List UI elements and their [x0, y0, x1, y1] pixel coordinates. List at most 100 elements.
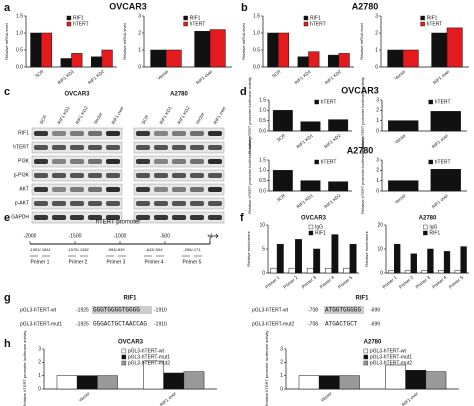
- blot-band: [52, 145, 66, 150]
- blot-band: [70, 215, 84, 220]
- legend-label: RIF1: [190, 15, 201, 21]
- y-tick-label: 0.0: [259, 128, 266, 134]
- bar: [40, 32, 53, 68]
- bar: [431, 32, 448, 68]
- bar: [454, 270, 461, 274]
- legend-swatch: [363, 360, 369, 366]
- chart-title: OVCAR3: [118, 340, 144, 346]
- panel-label: e: [4, 212, 10, 224]
- blot-band: [136, 145, 150, 150]
- blot-band: [136, 215, 150, 220]
- bar: [405, 370, 427, 390]
- legend-swatch: [183, 15, 188, 21]
- seq-end: -1910: [154, 307, 167, 313]
- legend-swatch: [363, 354, 369, 360]
- blot-band: [88, 215, 102, 220]
- blot-band: [172, 145, 186, 150]
- y-tick-label: 2: [376, 168, 379, 174]
- x-tick-label: Vector: [394, 193, 407, 205]
- blot-band: [52, 215, 66, 220]
- y-tick-label: 0.0: [259, 188, 266, 194]
- seq-end: -699: [370, 321, 380, 327]
- y-axis-label: Relative mRNA level: [122, 23, 127, 60]
- sequence: ATGGTGGGGG: [325, 307, 361, 314]
- y-axis-label: Relative hTERT promoter luciferase activ…: [360, 77, 365, 154]
- bar: [272, 170, 293, 192]
- bar: [328, 181, 349, 192]
- bar: [421, 270, 428, 274]
- y-tick-label: 1: [375, 47, 378, 53]
- position-label: -500: [160, 233, 170, 239]
- legend-swatch: [423, 224, 428, 230]
- legend-swatch: [428, 159, 433, 165]
- blot-band: [70, 159, 84, 164]
- bar: [388, 120, 419, 132]
- blot-band: [88, 173, 102, 178]
- blot-band: [172, 131, 186, 136]
- legend-swatch: [308, 230, 314, 236]
- bar: [277, 32, 290, 68]
- bar: [56, 375, 78, 390]
- legend-label: hTERT: [190, 21, 206, 27]
- x-tick-label: RIF1 over: [159, 391, 178, 406]
- blot-band: [52, 187, 66, 192]
- legend-swatch: [121, 354, 127, 360]
- x-tick-label: Primer 2: [398, 275, 415, 290]
- blot-title: OVCAR3: [64, 92, 90, 98]
- bar: [163, 372, 185, 390]
- diagram-title: hTERT promoter: [96, 220, 140, 226]
- row-label: hTERT: [13, 144, 29, 150]
- blot-band: [208, 201, 222, 206]
- bar: [460, 246, 467, 274]
- x-tick-label: Primer 3: [415, 275, 432, 290]
- sequence: ATGACTGCT: [325, 321, 358, 328]
- blot-band: [208, 159, 222, 164]
- y-tick-label: 0.5: [259, 118, 266, 124]
- construct-name: pGL3-hTERT-wt: [20, 307, 57, 313]
- bar: [300, 180, 321, 192]
- row-label: p-PI3K: [14, 172, 30, 178]
- panel-label: g: [4, 292, 11, 304]
- panel-label: c: [4, 86, 10, 98]
- legend-swatch: [121, 348, 127, 354]
- legend-swatch: [420, 15, 425, 21]
- primer-range: -993/-839: [107, 247, 125, 252]
- blot-band: [106, 131, 120, 136]
- x-tick-label: SCR: [276, 192, 287, 202]
- bar: [387, 49, 404, 68]
- x-tick-label: Primer 5: [337, 275, 354, 290]
- panel-label: h: [4, 338, 11, 350]
- legend-swatch: [66, 15, 72, 21]
- bar: [388, 270, 395, 274]
- y-tick-label: 0.5: [253, 47, 260, 53]
- y-axis-label: Relative enrichment: [246, 230, 251, 266]
- bar: [272, 110, 293, 132]
- y-tick-label: 5: [262, 246, 265, 252]
- row-label: PI3K: [18, 158, 30, 164]
- seq-start: -708: [308, 307, 318, 313]
- legend-swatch: [308, 224, 314, 230]
- blot-band: [52, 173, 66, 178]
- y-axis-label: Relative hTERT promoter luciferase activ…: [247, 77, 252, 154]
- primer-range: -1951/-1841: [29, 247, 51, 252]
- y-axis-label: Relative mRNA level: [359, 23, 364, 60]
- y-tick-label: 3: [138, 13, 141, 19]
- bar: [298, 375, 320, 390]
- bar: [425, 371, 447, 390]
- bar: [270, 267, 278, 274]
- bar: [385, 364, 406, 390]
- y-tick-label: 3: [376, 97, 379, 103]
- bar: [404, 270, 412, 274]
- blot-band: [34, 173, 48, 178]
- panel-label: f: [240, 212, 244, 224]
- legend-label: RIF1: [310, 15, 321, 21]
- legend-swatch: [314, 99, 319, 105]
- bar: [446, 27, 463, 68]
- legend-label: pGL3-hTERT-wt: [128, 348, 165, 354]
- x-tick-label: RIF1 over: [432, 69, 451, 86]
- panel-title: OVCAR3: [109, 1, 147, 11]
- blot-band: [106, 215, 120, 220]
- y-tick-label: 0.5: [16, 47, 23, 53]
- bar: [30, 32, 42, 68]
